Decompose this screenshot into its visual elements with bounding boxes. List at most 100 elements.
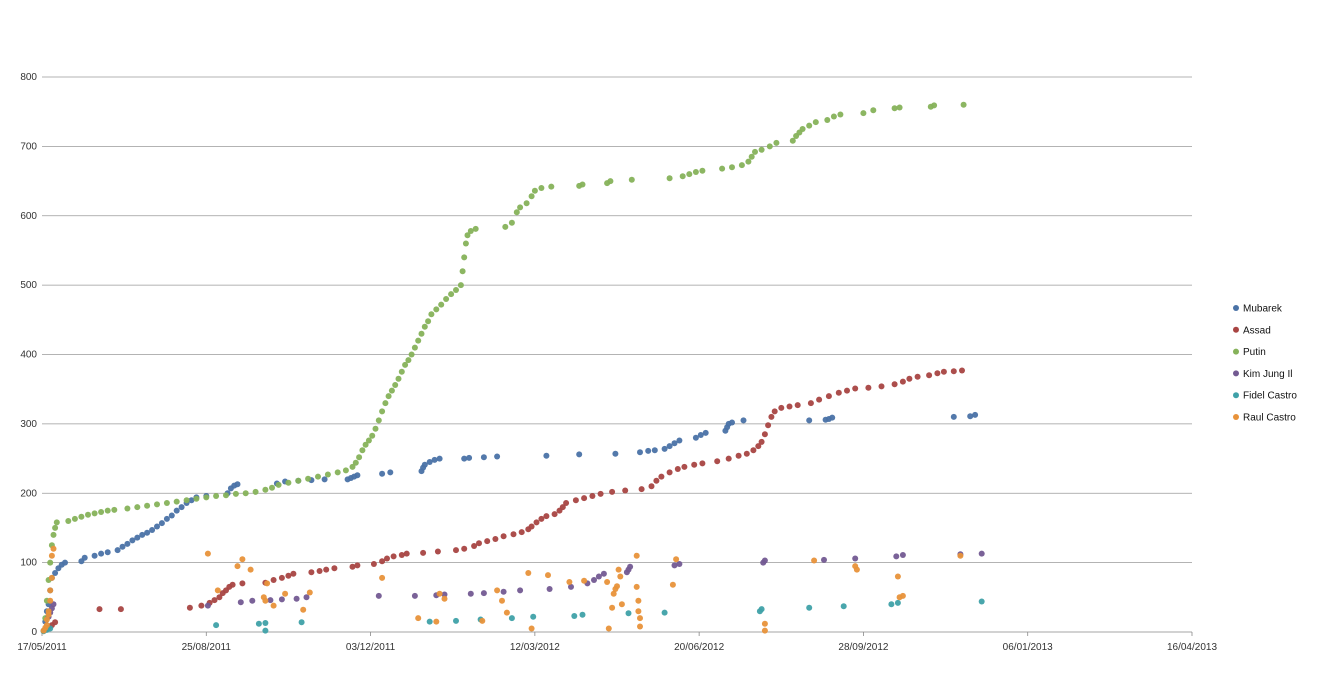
data-point <box>525 570 532 576</box>
data-point <box>612 450 619 457</box>
data-point <box>149 527 156 533</box>
data-point <box>461 254 468 261</box>
data-point <box>589 493 596 499</box>
data-point <box>443 296 450 302</box>
data-point <box>441 591 448 598</box>
data-point <box>679 173 686 180</box>
data-point <box>71 515 78 522</box>
data-point <box>405 357 412 364</box>
series-raul-castro <box>40 545 964 634</box>
data-point <box>91 510 98 517</box>
data-point <box>204 602 211 609</box>
data-point <box>697 432 704 438</box>
data-point <box>229 581 236 588</box>
data-point <box>609 488 616 495</box>
data-point <box>392 382 399 388</box>
legend-marker <box>1233 392 1239 399</box>
data-point <box>812 119 819 126</box>
data-point <box>264 580 271 587</box>
data-point <box>637 623 643 630</box>
data-point <box>168 512 175 519</box>
data-point <box>379 408 386 415</box>
data-point <box>388 387 395 394</box>
data-point <box>262 620 269 626</box>
legend-label: Raul Castro <box>1243 413 1296 424</box>
data-point <box>275 481 282 488</box>
data-point <box>321 476 328 483</box>
data-point <box>581 577 588 584</box>
data-point <box>699 460 706 467</box>
data-point <box>676 437 683 444</box>
data-point <box>255 620 262 627</box>
data-point <box>752 148 758 155</box>
data-point <box>365 437 372 444</box>
data-point <box>807 400 814 407</box>
data-point <box>571 613 578 619</box>
data-point <box>342 467 349 474</box>
data-point <box>528 193 535 200</box>
data-point <box>385 393 392 400</box>
data-point <box>214 587 221 594</box>
data-point <box>81 554 88 561</box>
data-point <box>324 471 331 478</box>
data-point <box>467 590 474 597</box>
x-tick-label: 25/08/2011 <box>182 642 232 653</box>
x-tick-label: 12/03/2012 <box>510 642 560 653</box>
y-axis-tick-labels: 0 100 200 300 400 500 600 700 800 <box>20 72 37 638</box>
data-point <box>896 104 903 111</box>
data-point <box>375 592 382 599</box>
data-point <box>597 490 604 497</box>
data-point <box>811 557 818 564</box>
data-point <box>852 385 859 392</box>
data-point <box>117 606 124 613</box>
data-point <box>825 393 832 400</box>
data-point <box>595 573 602 580</box>
data-point <box>178 504 185 511</box>
data-point <box>457 282 464 289</box>
data-point <box>370 561 377 567</box>
data-point <box>568 583 574 590</box>
data-point <box>211 597 218 604</box>
data-point <box>523 200 530 207</box>
data-point <box>899 592 906 599</box>
data-point <box>285 479 292 486</box>
data-point <box>978 598 985 605</box>
data-point <box>402 361 409 368</box>
data-point <box>950 413 957 420</box>
data-point <box>635 597 642 604</box>
legend-label: Putin <box>1243 347 1266 358</box>
legend-label: Kim Jung Il <box>1243 369 1292 380</box>
data-point <box>508 219 515 226</box>
data-point <box>453 547 459 554</box>
data-point <box>860 110 867 117</box>
data-point <box>633 583 640 590</box>
data-point <box>692 169 699 175</box>
data-point <box>298 619 305 626</box>
data-point <box>579 181 586 188</box>
data-point <box>761 627 768 634</box>
legend-marker <box>1233 326 1239 333</box>
data-point <box>306 589 313 596</box>
data-point <box>428 311 435 318</box>
data-point <box>978 550 985 557</box>
data-point <box>676 561 683 567</box>
x-tick-label: 03/12/2011 <box>346 642 396 653</box>
data-point <box>789 137 796 144</box>
data-point <box>448 291 455 298</box>
data-point <box>761 620 768 627</box>
legend-marker <box>1233 414 1239 420</box>
data-point <box>591 577 597 583</box>
data-point <box>183 497 190 504</box>
series-fidel-castro <box>40 598 985 635</box>
data-point <box>415 337 422 344</box>
data-point <box>262 627 269 634</box>
data-point <box>144 529 151 536</box>
data-point <box>778 404 785 411</box>
data-point <box>702 429 709 436</box>
data-point <box>750 447 757 454</box>
data-point <box>758 146 765 153</box>
data-point <box>931 102 938 109</box>
data-point <box>390 553 397 560</box>
data-point <box>729 419 735 426</box>
data-point <box>605 625 612 632</box>
